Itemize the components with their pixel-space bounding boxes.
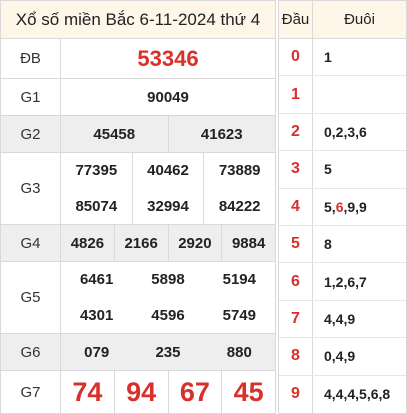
head-tail-row: 9 4,4,4,5,6,8 bbox=[279, 375, 406, 413]
head-digit: 4 bbox=[279, 188, 313, 225]
tail-digit-text: 4,4,4,5,6,8 bbox=[324, 386, 391, 403]
prize-number: 40462 bbox=[133, 153, 205, 189]
prize-label: G5 bbox=[1, 262, 61, 333]
tail-digits: 4,4,9 bbox=[313, 301, 406, 337]
tail-digits: 8 bbox=[313, 226, 406, 262]
prize-number: 84222 bbox=[218, 197, 261, 215]
tail-column-header: Đuôi bbox=[344, 11, 375, 28]
prize-number: 73889 bbox=[218, 162, 261, 180]
tail-digit-text: ,9,9 bbox=[343, 198, 367, 215]
tail-digit-text: 1 bbox=[324, 49, 332, 66]
prize-number: 6461 bbox=[79, 271, 114, 289]
prize-number: 85074 bbox=[61, 188, 133, 224]
prize-label: G6 bbox=[1, 334, 61, 370]
tail-digit-text: 0,2,3,6 bbox=[324, 123, 367, 140]
prize-label: G7 bbox=[1, 371, 61, 414]
head-tail-header: Đầu Đuôi bbox=[279, 1, 406, 39]
prize-number: 4596 bbox=[151, 306, 185, 324]
prize-label: G1 bbox=[1, 79, 61, 115]
prize-number: 2920 bbox=[169, 225, 223, 261]
head-digit: 0 bbox=[279, 39, 313, 76]
prize-number: 4826 bbox=[61, 225, 115, 261]
prize-number: 5898 bbox=[151, 271, 185, 289]
head-digit: 5 bbox=[279, 225, 313, 263]
prize-label: G4 bbox=[1, 225, 61, 261]
head-tail-row: 1 bbox=[279, 76, 406, 114]
results-title: Xổ số miền Bắc 6-11-2024 thứ 4 bbox=[1, 1, 275, 39]
prize-number: 45458 bbox=[61, 116, 169, 152]
prize-number: 880 bbox=[226, 343, 252, 361]
prize-label: G2 bbox=[1, 116, 61, 152]
tail-digits: 1 bbox=[313, 39, 406, 75]
head-column-header: Đầu bbox=[279, 1, 313, 38]
prize-row-g4: G4 4826 2166 2920 9884 bbox=[1, 225, 275, 262]
head-digit: 3 bbox=[279, 151, 313, 188]
head-tail-row: 7 4,4,9 bbox=[279, 300, 406, 339]
prize-row-db: ĐB 53346 bbox=[1, 39, 275, 79]
prize-number: 74 bbox=[61, 371, 115, 414]
prize-label: ĐB bbox=[1, 39, 61, 78]
prize-number: 235 bbox=[155, 343, 181, 361]
prize-number: 9884 bbox=[231, 234, 266, 252]
tail-digit-text: 4,4,9 bbox=[324, 310, 356, 327]
head-tail-row: 2 0,2,3,6 bbox=[279, 113, 406, 152]
tail-digit-text: 5 bbox=[324, 161, 332, 178]
prize-number: 5749 bbox=[222, 306, 256, 324]
tail-digit-text: 0,4,9 bbox=[324, 348, 356, 365]
prize-label: G3 bbox=[1, 153, 61, 224]
prize-number: 90049 bbox=[147, 88, 189, 106]
tail-digits: 0,4,9 bbox=[313, 338, 406, 374]
prize-number: 5194 bbox=[222, 271, 256, 289]
prize-number: 53346 bbox=[137, 45, 199, 71]
head-tail-rows: 0 1 1 2 0,2,3,6 3 5 4 5, 6,9,9 5 8 6 1,2,6,7 7 4,4,9 8 0,… bbox=[279, 39, 406, 413]
prize-number: 67 bbox=[169, 371, 223, 414]
head-digit: 2 bbox=[279, 113, 313, 151]
prize-number: 41623 bbox=[200, 125, 243, 143]
tail-digit-highlight: 6 bbox=[335, 198, 344, 215]
tail-digits bbox=[313, 76, 406, 112]
head-digit: 7 bbox=[279, 300, 313, 338]
head-digit: 8 bbox=[279, 338, 313, 375]
head-tail-row: 4 5, 6,9,9 bbox=[279, 188, 406, 226]
head-digit: 6 bbox=[279, 263, 313, 300]
head-digit: 9 bbox=[279, 375, 313, 413]
tail-digit-text: 5, bbox=[324, 198, 336, 215]
tail-digit-text: 1,2,6,7 bbox=[324, 273, 367, 290]
tail-digit-text: 8 bbox=[324, 236, 332, 253]
prize-number: 77395 bbox=[61, 153, 133, 189]
head-tail-table: Đầu Đuôi 0 1 1 2 0,2,3,6 3 5 4 5, 6,9,9 5 8 6 1,2,6,7… bbox=[278, 0, 407, 414]
prize-row-g6: G6 079 235 880 bbox=[1, 334, 275, 371]
tail-digits: 5 bbox=[313, 151, 406, 187]
prize-number: 94 bbox=[115, 371, 169, 414]
results-table: Xổ số miền Bắc 6-11-2024 thứ 4 ĐB 53346 … bbox=[0, 0, 276, 414]
head-digit: 1 bbox=[279, 76, 313, 113]
tail-digits: 4,4,4,5,6,8 bbox=[313, 376, 406, 413]
head-tail-row: 8 0,4,9 bbox=[279, 338, 406, 376]
prize-row-g2: G2 45458 41623 bbox=[1, 116, 275, 153]
prize-number: 45 bbox=[233, 377, 264, 407]
prize-row-g3: G3 77395 40462 73889 85074 32994 84222 bbox=[1, 153, 275, 225]
prize-row-g1: G1 90049 bbox=[1, 79, 275, 116]
prize-row-g7: G7 74 94 67 45 bbox=[1, 371, 275, 414]
prize-row-g5: G5 6461 5898 5194 4301 4596 5749 bbox=[1, 262, 275, 334]
head-tail-row: 6 1,2,6,7 bbox=[279, 263, 406, 301]
prize-number: 079 bbox=[84, 343, 110, 361]
prize-number: 4301 bbox=[79, 306, 114, 324]
prize-number: 32994 bbox=[133, 188, 205, 224]
prize-number: 2166 bbox=[115, 225, 169, 261]
tail-digits: 1,2,6,7 bbox=[313, 263, 406, 299]
tail-digits: 0,2,3,6 bbox=[313, 114, 406, 150]
tail-digits: 5, 6,9,9 bbox=[313, 189, 406, 225]
